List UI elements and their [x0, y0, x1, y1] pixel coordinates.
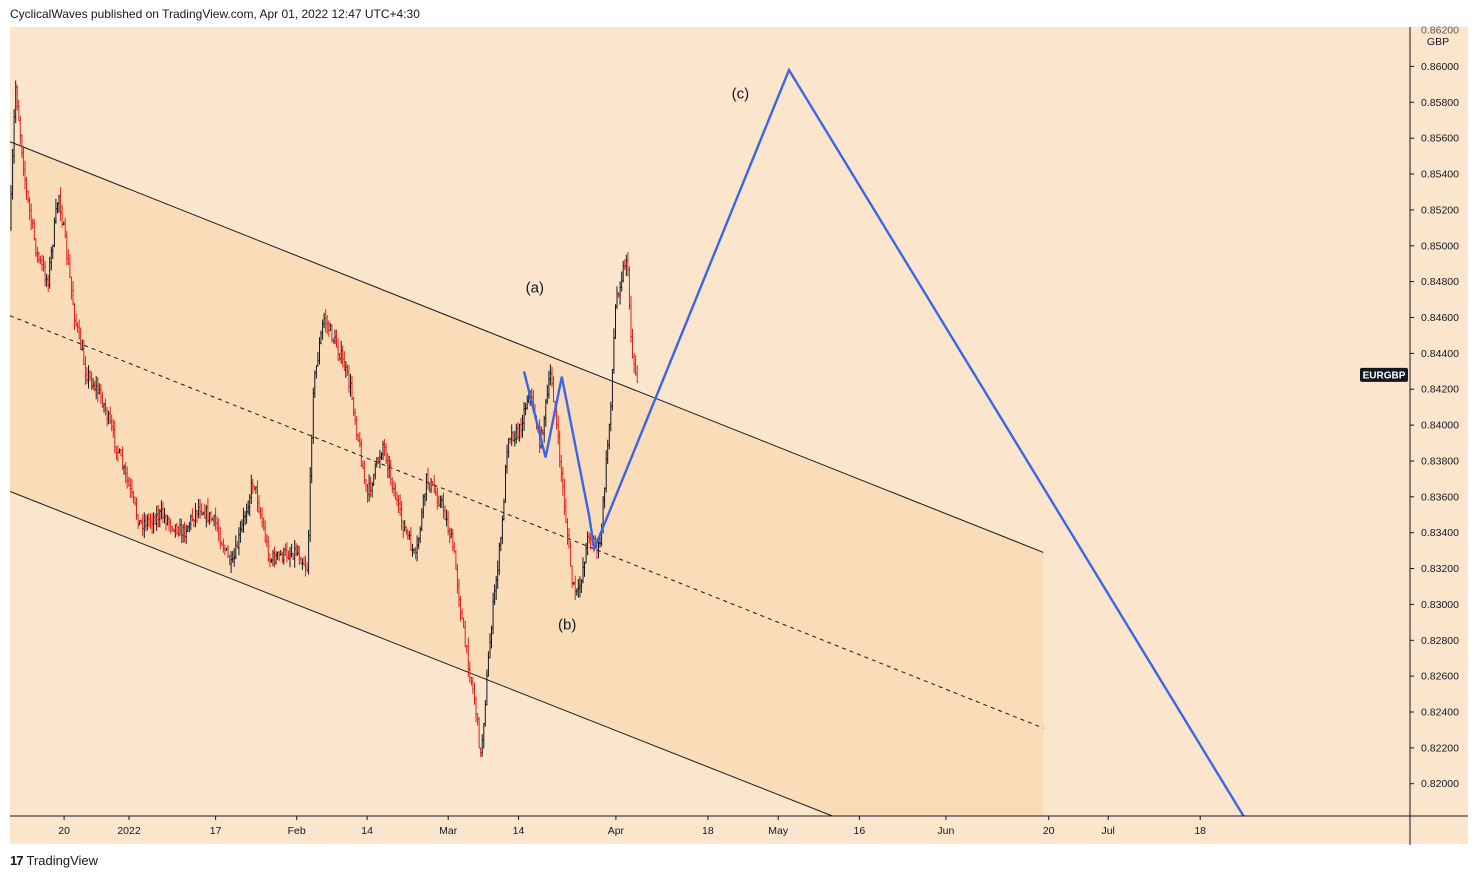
price-tick-label: 0.85200 — [1421, 204, 1459, 216]
channel-upper-line — [10, 141, 1044, 553]
time-tick-label: Jun — [937, 825, 954, 837]
time-tick-label: 18 — [702, 825, 714, 837]
wave-label-0: (a) — [526, 279, 544, 296]
time-tick-label: Apr — [608, 825, 625, 837]
price-tick-label: 0.84400 — [1421, 348, 1459, 360]
time-tick-label: 14 — [513, 825, 525, 837]
channel-layer — [10, 141, 1044, 816]
price-tick-label: 0.85000 — [1421, 240, 1459, 252]
channel-fill — [10, 141, 1044, 816]
symbol-badge: EURGBP — [1360, 367, 1408, 382]
tradingview-logo[interactable]: 17 TradingView — [10, 853, 98, 868]
time-tick-label: Jul — [1101, 825, 1114, 837]
time-tick-label: Feb — [288, 825, 306, 837]
time-tick-label: 20 — [1043, 825, 1055, 837]
elliott-wave-layer — [522, 67, 1245, 816]
price-tick-label: 0.82600 — [1421, 671, 1459, 683]
time-tick-label: 18 — [1194, 825, 1206, 837]
candles-layer — [10, 80, 639, 758]
time-tick-label: 2022 — [117, 825, 141, 837]
price-tick-label: 0.82000 — [1421, 778, 1459, 790]
symbol-badge-text: EURGBP — [1363, 370, 1406, 381]
price-tick-label: 0.83800 — [1421, 456, 1459, 468]
price-tick-label: 0.83600 — [1421, 491, 1459, 503]
time-axis[interactable]: 20 2022 17 Feb 14 Mar 14 Apr 18 May 16 Jun 20 Jul 18 — [58, 816, 1206, 837]
wave-label-2: (c) — [732, 86, 750, 103]
time-tick-label: 20 — [58, 825, 70, 837]
price-tick-label: 0.82800 — [1421, 635, 1459, 647]
wave-labels-layer: (a) (b) (c) — [526, 86, 750, 634]
price-axis-background — [1410, 27, 1468, 816]
time-tick-label: 14 — [361, 825, 373, 837]
price-tick-label: 0.85400 — [1421, 169, 1459, 181]
symbol-badge-bg — [1360, 367, 1408, 382]
currency-label: GBP — [1427, 36, 1449, 48]
price-tick-label: 0.84200 — [1421, 384, 1459, 396]
tradingview-brand-text: TradingView — [26, 853, 99, 868]
elliott-wave-path — [522, 67, 1245, 816]
price-tick-label: 0.84000 — [1421, 420, 1459, 432]
wave-label-1: (b) — [558, 617, 576, 634]
time-axis-background — [10, 816, 1468, 844]
price-tick-label: 0.84800 — [1421, 276, 1459, 288]
time-tick-label: 17 — [210, 825, 222, 837]
tradingview-logo-icon: 17 — [10, 853, 24, 868]
time-tick-label: May — [768, 825, 789, 837]
price-tick-label: 0.86200 — [1421, 25, 1459, 37]
time-tick-label: Mar — [439, 825, 458, 837]
publisher-line: CyclicalWaves published on TradingView.c… — [10, 7, 420, 21]
channel-lower-line — [10, 490, 833, 816]
time-tick-label: 16 — [854, 825, 866, 837]
price-tick-label: 0.82200 — [1421, 742, 1459, 754]
price-tick-label: 0.83400 — [1421, 527, 1459, 539]
price-axis[interactable]: 0.86200 0.86000 0.85800 0.85600 0.85400 0.852… — [1410, 25, 1459, 791]
price-tick-label: 0.82400 — [1421, 707, 1459, 719]
channel-middle-line — [10, 315, 1044, 729]
price-tick-label: 0.86000 — [1421, 61, 1459, 73]
price-tick-label: 0.83200 — [1421, 563, 1459, 575]
price-tick-label: 0.85800 — [1421, 97, 1459, 109]
price-tick-label: 0.85600 — [1421, 133, 1459, 145]
price-tick-label: 0.84600 — [1421, 312, 1459, 324]
price-tick-label: 0.83000 — [1421, 599, 1459, 611]
